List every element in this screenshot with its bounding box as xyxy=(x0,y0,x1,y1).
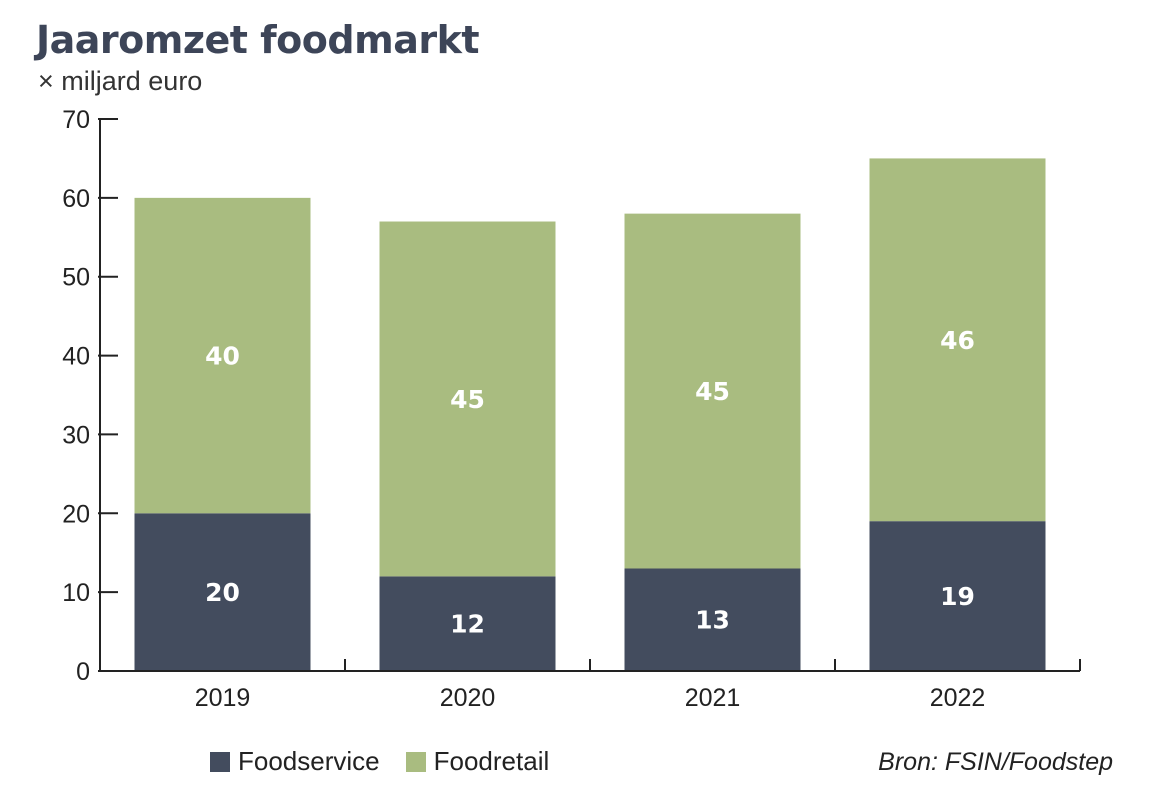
legend-item-foodservice: Foodservice xyxy=(210,746,380,777)
bar-foodretail-2020 xyxy=(379,221,556,577)
x-tick-label-2019: 2019 xyxy=(195,684,251,712)
x-tick-label-2020: 2020 xyxy=(440,684,496,712)
y-tick-label-0: 0 xyxy=(76,658,90,686)
legend-swatch-foodservice xyxy=(210,751,230,772)
source-note: Bron: FSIN/Foodstep xyxy=(878,748,1113,776)
data-label-foodretail-2021: 45 xyxy=(695,377,730,406)
y-tick-label-60: 60 xyxy=(62,185,90,213)
data-label-foodretail-2020: 45 xyxy=(450,385,485,414)
y-tick-label-50: 50 xyxy=(62,264,90,292)
y-tick-label-70: 70 xyxy=(62,106,90,134)
data-label-foodservice-2019: 20 xyxy=(205,578,240,607)
bar-foodservice-2020 xyxy=(379,576,556,671)
bar-foodservice-2019 xyxy=(134,513,311,671)
bar-foodretail-2021 xyxy=(624,213,801,569)
chart-subtitle: × miljard euro xyxy=(38,66,203,96)
data-label-foodservice-2021: 13 xyxy=(695,606,730,635)
legend-swatch-foodretail xyxy=(405,751,426,772)
bar-foodservice-2022 xyxy=(869,521,1046,671)
legend: Foodservice Foodretail xyxy=(210,746,575,777)
y-tick-label-30: 30 xyxy=(62,421,90,449)
x-tick-label-2021: 2021 xyxy=(685,684,741,712)
legend-item-foodretail: Foodretail xyxy=(405,746,550,777)
legend-label-foodservice: Foodservice xyxy=(238,746,380,776)
x-tick-label-2022: 2022 xyxy=(930,684,986,712)
bar-foodservice-2021 xyxy=(624,568,801,671)
bar-foodretail-2019 xyxy=(134,197,311,514)
y-tick-label-10: 10 xyxy=(62,579,90,607)
legend-label-foodretail: Foodretail xyxy=(433,746,550,776)
data-label-foodservice-2020: 12 xyxy=(450,610,485,639)
data-label-foodretail-2022: 46 xyxy=(940,326,975,355)
data-label-foodretail-2019: 40 xyxy=(205,342,240,371)
y-tick-label-40: 40 xyxy=(62,343,90,371)
data-label-foodservice-2022: 19 xyxy=(940,582,975,611)
bar-foodretail-2022 xyxy=(869,158,1046,522)
y-tick-label-20: 20 xyxy=(62,500,90,528)
stacked-bar-chart: 20 40 12 45 13 45 19 46 0 10 20 30 40 50 60 70 2019 2020 2… xyxy=(62,106,1081,712)
chart-title: Jaaromzet foodmarkt xyxy=(36,18,480,62)
